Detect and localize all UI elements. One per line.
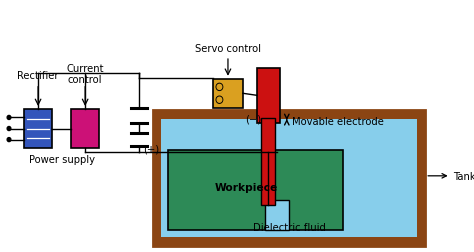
Circle shape (216, 97, 223, 104)
Bar (168, 150, 343, 230)
Text: (+): (+) (143, 144, 159, 154)
Circle shape (7, 127, 11, 131)
Text: Current
control: Current control (66, 63, 104, 84)
Circle shape (7, 116, 11, 120)
Text: Rectifier: Rectifier (18, 70, 59, 80)
Text: Workpiece: Workpiece (215, 183, 278, 193)
Bar (262, 118, 275, 205)
Bar (257, 68, 280, 123)
Bar (153, 111, 425, 246)
Bar (24, 109, 53, 149)
Bar (264, 200, 289, 230)
Text: Movable electrode: Movable electrode (292, 116, 384, 127)
Bar (213, 79, 243, 108)
Circle shape (7, 138, 11, 142)
Bar (71, 109, 100, 149)
Circle shape (216, 84, 223, 91)
Text: (−): (−) (245, 114, 261, 124)
Text: Tank: Tank (453, 171, 474, 181)
Text: Power supply: Power supply (28, 154, 95, 165)
Text: Servo control: Servo control (195, 43, 261, 53)
Text: Dielectric fluid: Dielectric fluid (253, 222, 326, 232)
Circle shape (217, 85, 222, 90)
Circle shape (217, 98, 222, 103)
Bar (161, 119, 417, 237)
